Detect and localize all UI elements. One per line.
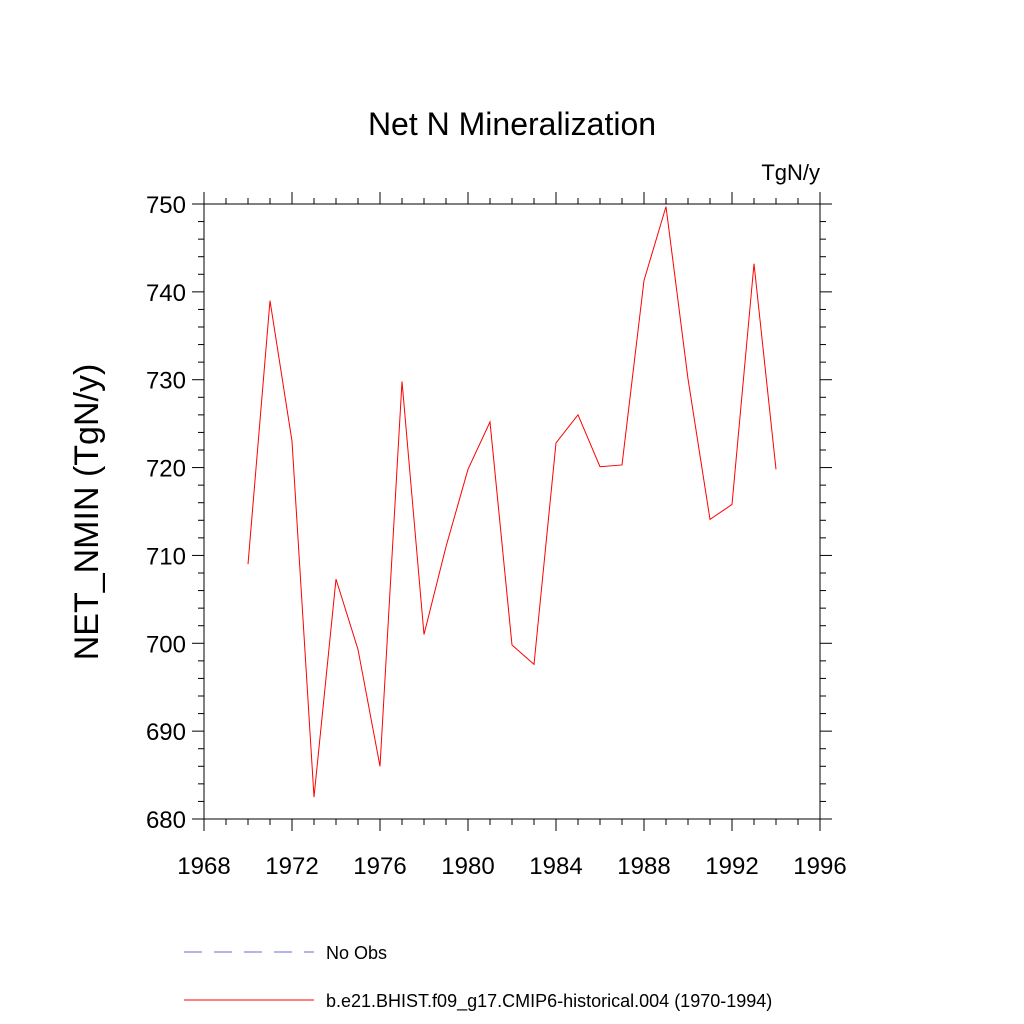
legend-label-0: No Obs bbox=[326, 943, 387, 963]
y-tick-label: 710 bbox=[146, 543, 186, 570]
y-tick-label: 750 bbox=[146, 192, 186, 219]
legend: No Obs b.e21.BHIST.f09_g17.CMIP6-historic… bbox=[184, 943, 772, 1012]
y-tick-label: 700 bbox=[146, 631, 186, 658]
x-tick-label: 1984 bbox=[529, 853, 582, 880]
axis-ticks bbox=[192, 192, 832, 831]
x-tick-label: 1996 bbox=[793, 853, 846, 880]
y-tick-label: 720 bbox=[146, 456, 186, 483]
x-tick-label: 1976 bbox=[353, 853, 406, 880]
y-tick-label: 690 bbox=[146, 719, 186, 746]
y-axis-label: NET_NMIN (TgN/y) bbox=[68, 364, 106, 661]
units-label: TgN/y bbox=[761, 160, 820, 185]
x-tick-label: 1972 bbox=[265, 853, 318, 880]
chart-title: Net N Mineralization bbox=[368, 106, 656, 142]
y-tick-label: 730 bbox=[146, 368, 186, 395]
series-line-0 bbox=[247, 206, 777, 798]
y-tick-label: 680 bbox=[146, 807, 186, 834]
y-tick-label: 740 bbox=[146, 280, 186, 307]
x-tick-label: 1968 bbox=[177, 853, 230, 880]
axis-tick-labels: 1968 1972 1976 1980 1984 1988 1992 1996 680 690 70… bbox=[146, 192, 847, 880]
x-tick-label: 1988 bbox=[617, 853, 670, 880]
legend-label-1: b.e21.BHIST.f09_g17.CMIP6-historical.004… bbox=[326, 991, 772, 1012]
x-tick-label: 1992 bbox=[705, 853, 758, 880]
x-tick-label: 1980 bbox=[441, 853, 494, 880]
series-layer bbox=[247, 206, 777, 798]
